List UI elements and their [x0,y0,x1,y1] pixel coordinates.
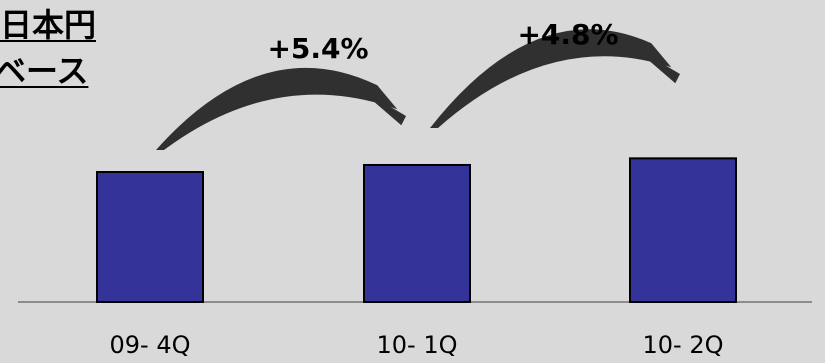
bar-1 [96,171,204,303]
bar-3 [629,157,737,303]
growth-arrow-body-2 [430,29,672,128]
title-line-2: ベース [0,52,89,90]
growth-arrow-head-1 [357,87,406,126]
growth-label-2: +4.8% [517,18,618,51]
chart-title: 日本円 ベース [0,2,96,94]
growth-label-1: +5.4% [267,32,368,65]
growth-arrow-head-2 [631,45,680,84]
growth-arrow-body-1 [156,67,398,150]
x-tick-label-1: 09- 4Q [110,331,191,359]
title-line-1: 日本円 [0,6,97,44]
x-tick-label-3: 10- 2Q [643,331,724,359]
bar-2 [363,163,471,303]
x-tick-label-2: 10- 1Q [377,331,458,359]
